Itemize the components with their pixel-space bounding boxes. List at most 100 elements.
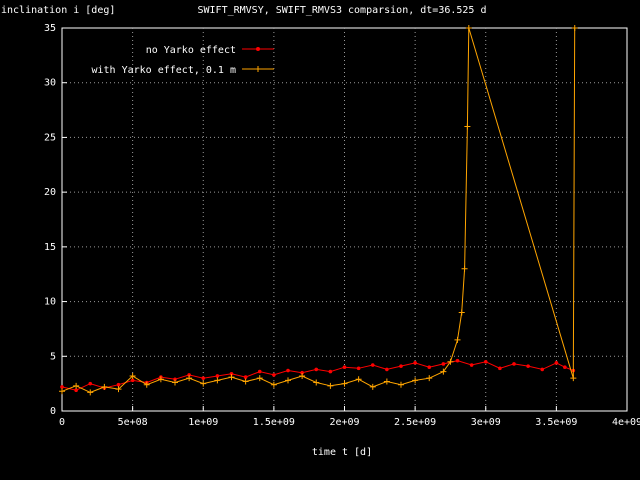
data-point <box>369 383 376 390</box>
data-point <box>570 375 577 382</box>
data-point <box>465 25 472 31</box>
data-point <box>313 379 320 386</box>
series-line <box>61 360 574 391</box>
data-point <box>285 377 291 384</box>
data-point <box>355 376 362 383</box>
x-tick-label: 1.5e+09 <box>253 417 295 428</box>
data-point <box>563 365 567 370</box>
data-point <box>59 388 65 395</box>
x-tick-label: 4e+09 <box>612 417 640 428</box>
series-layer <box>59 25 578 396</box>
legend-marker-with-yarko <box>255 66 261 72</box>
data-point <box>215 374 220 378</box>
data-point <box>398 381 404 388</box>
x-tick-label: 2e+09 <box>329 417 359 428</box>
data-point <box>214 377 221 384</box>
series-line <box>61 27 576 393</box>
data-point <box>272 373 276 377</box>
y-tick-label: 15 <box>44 242 56 253</box>
data-point <box>173 377 177 382</box>
data-point <box>300 370 304 375</box>
data-point <box>229 371 234 376</box>
data-point <box>440 368 447 375</box>
data-point <box>455 358 460 363</box>
data-point <box>186 375 193 382</box>
data-point <box>270 381 277 388</box>
data-point <box>342 365 347 370</box>
data-point <box>143 381 150 388</box>
data-point <box>74 388 78 393</box>
y-axis-label: inclination i [deg] <box>1 5 115 16</box>
data-point <box>116 382 121 387</box>
chart-title: SWIFT_RMVSY, SWIFT_RMVS3 comparsion, dt=… <box>198 5 487 16</box>
data-point <box>87 389 94 396</box>
y-tick-label: 0 <box>50 406 56 417</box>
data-point <box>115 386 122 393</box>
data-point <box>201 376 206 380</box>
data-point <box>243 375 248 379</box>
y-tick-label: 10 <box>44 297 56 308</box>
legend: no Yarko effect with Yarko effect, 0.1 m <box>92 45 274 76</box>
data-point <box>399 364 403 368</box>
data-point <box>447 358 454 365</box>
data-point <box>385 367 389 372</box>
data-point <box>512 362 516 366</box>
data-point <box>327 382 334 389</box>
legend-label-no-yarko: no Yarko effect <box>146 45 236 56</box>
data-point <box>286 368 290 373</box>
y-tick-label: 30 <box>44 78 56 89</box>
x-tick-label: 3e+09 <box>471 417 501 428</box>
data-point <box>328 369 333 374</box>
x-tick-label: 3.5e+09 <box>535 417 577 428</box>
data-point <box>370 363 375 367</box>
data-point <box>299 372 306 379</box>
data-point <box>454 336 461 343</box>
data-point <box>60 385 64 389</box>
data-point <box>412 377 419 384</box>
data-point <box>461 265 468 272</box>
data-point <box>157 376 164 383</box>
y-tick-label: 20 <box>44 187 56 198</box>
data-point <box>571 25 578 31</box>
data-point <box>88 381 93 386</box>
data-point <box>458 309 465 316</box>
data-point <box>383 378 390 385</box>
series-0 <box>60 358 576 393</box>
data-point <box>172 379 178 386</box>
data-point <box>256 375 263 382</box>
axis-ticks: 0 5e+08 1e+09 1.5e+09 2e+09 2.5e+09 3e+09 3.5e+… <box>44 23 640 428</box>
data-point <box>73 382 80 389</box>
data-point <box>554 361 559 365</box>
x-tick-label: 0 <box>59 417 65 428</box>
series-1 <box>59 25 578 396</box>
legend-marker-no-yarko <box>256 47 260 51</box>
data-point <box>426 375 433 382</box>
data-point <box>101 383 108 390</box>
y-tick-label: 5 <box>50 351 56 362</box>
data-point <box>130 378 135 383</box>
data-point <box>540 367 545 372</box>
data-point <box>441 362 446 366</box>
data-point <box>228 374 235 381</box>
data-point <box>341 380 348 387</box>
data-point <box>242 378 249 385</box>
y-tick-label: 25 <box>44 132 56 143</box>
x-tick-label: 5e+08 <box>118 417 148 428</box>
x-tick-label: 2.5e+09 <box>394 417 436 428</box>
y-tick-label: 35 <box>44 23 56 34</box>
data-point <box>464 123 471 130</box>
grid-lines <box>62 28 627 411</box>
data-point <box>200 380 207 387</box>
data-point <box>129 372 136 379</box>
data-point <box>187 373 191 377</box>
data-point <box>498 366 502 371</box>
data-point <box>257 369 262 374</box>
data-point <box>483 359 488 364</box>
data-point <box>469 363 474 367</box>
plot-frame <box>61 27 628 412</box>
data-point <box>356 366 361 371</box>
data-point <box>413 361 417 365</box>
legend-label-with-yarko: with Yarko effect, 0.1 m <box>92 65 237 76</box>
data-point <box>526 364 530 368</box>
